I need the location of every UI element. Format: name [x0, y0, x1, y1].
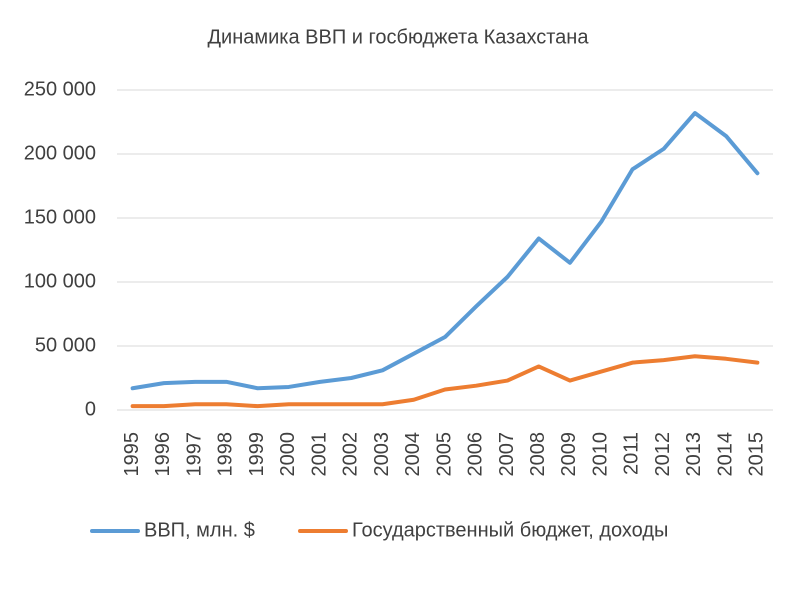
- x-tick-label: 2000: [277, 432, 299, 477]
- y-tick-label: 100 000: [24, 270, 96, 292]
- chart-title: Динамика ВВП и госбюджета Казахстана: [208, 26, 590, 48]
- x-tick-label: 2005: [433, 432, 455, 477]
- x-tick-label: 2001: [308, 432, 330, 477]
- x-tick-label: 2013: [683, 432, 705, 477]
- x-tick-label: 2008: [527, 432, 549, 477]
- x-tick-label: 1995: [121, 432, 143, 477]
- series-line: [130, 354, 760, 409]
- y-tick-label: 250 000: [24, 78, 96, 100]
- y-tick-label: 50 000: [35, 334, 96, 356]
- x-tick-label: 1997: [183, 432, 205, 477]
- legend-label: ВВП, млн. $: [144, 519, 255, 541]
- x-tick-label: 2007: [496, 432, 518, 477]
- x-tick-label: 2011: [621, 432, 643, 475]
- x-tick-label: 1998: [215, 432, 237, 477]
- x-tick-label: 2004: [402, 432, 424, 477]
- x-tick-label: 1999: [246, 432, 268, 477]
- y-tick-label: 150 000: [24, 206, 96, 228]
- x-tick-label: 2002: [340, 432, 362, 477]
- x-tick-label: 2006: [465, 432, 487, 477]
- y-tick-label: 200 000: [24, 142, 96, 164]
- x-tick-label: 2003: [371, 432, 393, 477]
- y-tick-label: 0: [85, 398, 96, 420]
- x-tick-label: 1996: [152, 432, 174, 477]
- x-tick-label: 2010: [589, 432, 611, 477]
- x-tick-label: 2012: [652, 432, 674, 477]
- x-tick-label: 2014: [714, 432, 736, 477]
- legend-label: Государственный бюджет, доходы: [352, 519, 668, 541]
- series-line: [130, 111, 760, 391]
- x-tick-label: 2009: [558, 432, 580, 477]
- x-tick-label: 2015: [746, 432, 768, 477]
